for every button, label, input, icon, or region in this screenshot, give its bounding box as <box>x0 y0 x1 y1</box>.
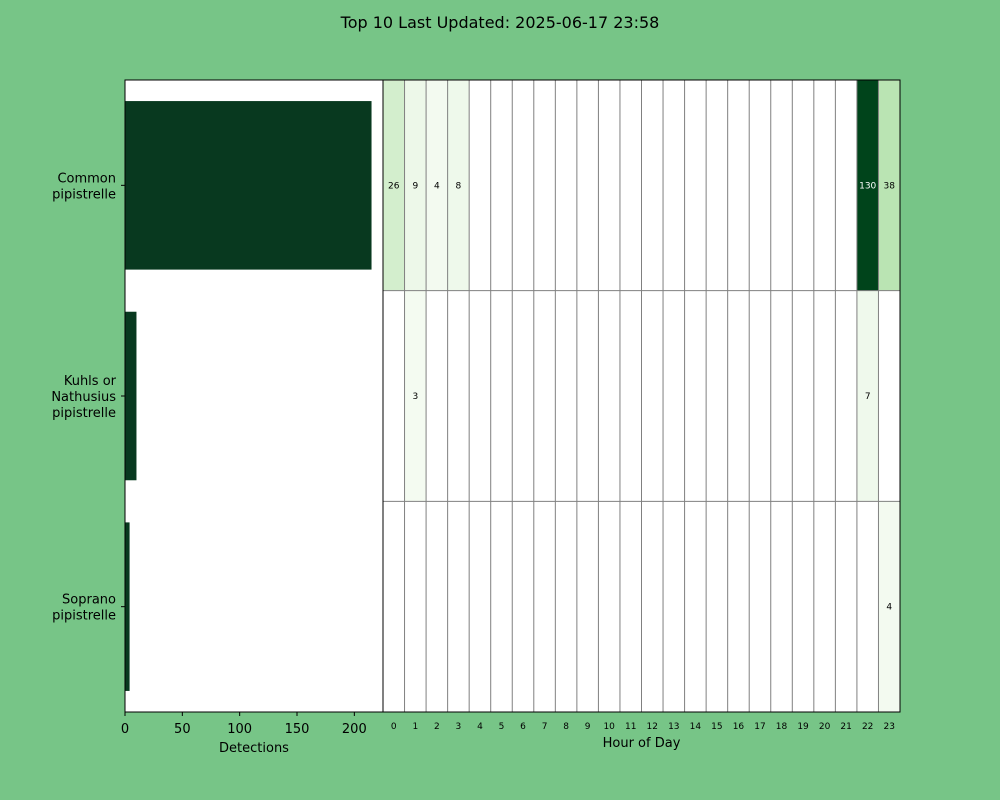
y-tick-label: Kuhls or <box>64 374 117 389</box>
hour-tick-label: 19 <box>797 722 809 732</box>
heatmap-cell <box>404 290 427 502</box>
hour-tick-label: 11 <box>625 722 636 732</box>
hour-tick-label: 17 <box>754 722 765 732</box>
y-tick-label: pipistrelle <box>52 187 116 202</box>
hour-tick-label: 12 <box>647 722 658 732</box>
heatmap-cell <box>404 80 427 291</box>
bar <box>125 101 372 270</box>
hour-tick-label: 15 <box>711 722 722 732</box>
heatmap-cell-value: 8 <box>456 181 462 191</box>
heatmap-cell-value: 7 <box>865 392 871 402</box>
heatmap-cell <box>878 501 900 712</box>
hour-tick-label: 5 <box>499 722 505 732</box>
hour-tick-label: 18 <box>776 722 788 732</box>
hour-tick-label: 22 <box>862 722 873 732</box>
hour-tick-label: 13 <box>668 722 679 732</box>
heatmap-cell-value: 3 <box>412 392 418 402</box>
hour-tick-label: 0 <box>391 722 397 732</box>
hour-tick-label: 21 <box>840 722 851 732</box>
heatmap-x-axis-label: Hour of Day <box>603 736 681 751</box>
x-tick-label: 100 <box>227 722 252 737</box>
x-tick-label: 50 <box>174 722 191 737</box>
hour-tick-label: 2 <box>434 722 440 732</box>
x-tick-label: 0 <box>121 722 129 737</box>
hour-tick-label: 3 <box>456 722 462 732</box>
heatmap-cell <box>426 80 448 291</box>
heatmap-cell-value: 4 <box>434 181 440 191</box>
hour-tick-label: 7 <box>542 722 548 732</box>
hour-tick-label: 8 <box>563 722 569 732</box>
bar <box>125 522 130 691</box>
chart-title: Top 10 Last Updated: 2025-06-17 23:58 <box>340 13 660 32</box>
hour-tick-label: 6 <box>520 722 526 732</box>
heatmap-frame <box>382 79 901 713</box>
hour-tick-label: 14 <box>690 722 702 732</box>
x-tick-label: 150 <box>285 722 310 737</box>
y-tick-label: Common <box>57 171 116 186</box>
hour-tick-label: 23 <box>884 722 895 732</box>
y-tick-label: pipistrelle <box>52 406 116 421</box>
x-tick-label: 200 <box>342 722 367 737</box>
heatmap-cell-value: 130 <box>859 181 876 191</box>
heatmap-cell <box>383 80 405 291</box>
y-tick-label: Soprano <box>62 593 116 608</box>
heatmap-cell <box>856 290 879 502</box>
hour-tick-label: 1 <box>412 722 418 732</box>
heatmap-cell <box>447 80 470 291</box>
y-tick-label: Nathusius <box>51 390 116 405</box>
hour-tick-label: 10 <box>603 722 615 732</box>
hour-tick-label: 20 <box>819 722 831 732</box>
hour-tick-label: 9 <box>585 722 591 732</box>
bar <box>125 311 137 481</box>
heatmap-cell-value: 38 <box>884 181 896 191</box>
heatmap-cell <box>856 80 879 291</box>
heatmap-cell-value: 4 <box>886 603 892 613</box>
heatmap-cell-value: 9 <box>412 181 418 191</box>
y-tick-label: pipistrelle <box>52 609 116 624</box>
heatmap-cell <box>878 80 900 291</box>
hour-tick-label: 16 <box>733 722 745 732</box>
hourly-heatmap: 26 9 4 8 130 383 740 1 2 3 4 5 6 7 8 9 10 11 12 13 14 15 16 17 1… <box>382 79 901 751</box>
heatmap-cell-value: 26 <box>388 181 400 191</box>
hour-tick-label: 4 <box>477 722 483 732</box>
x-axis-label: Detections <box>219 741 289 756</box>
